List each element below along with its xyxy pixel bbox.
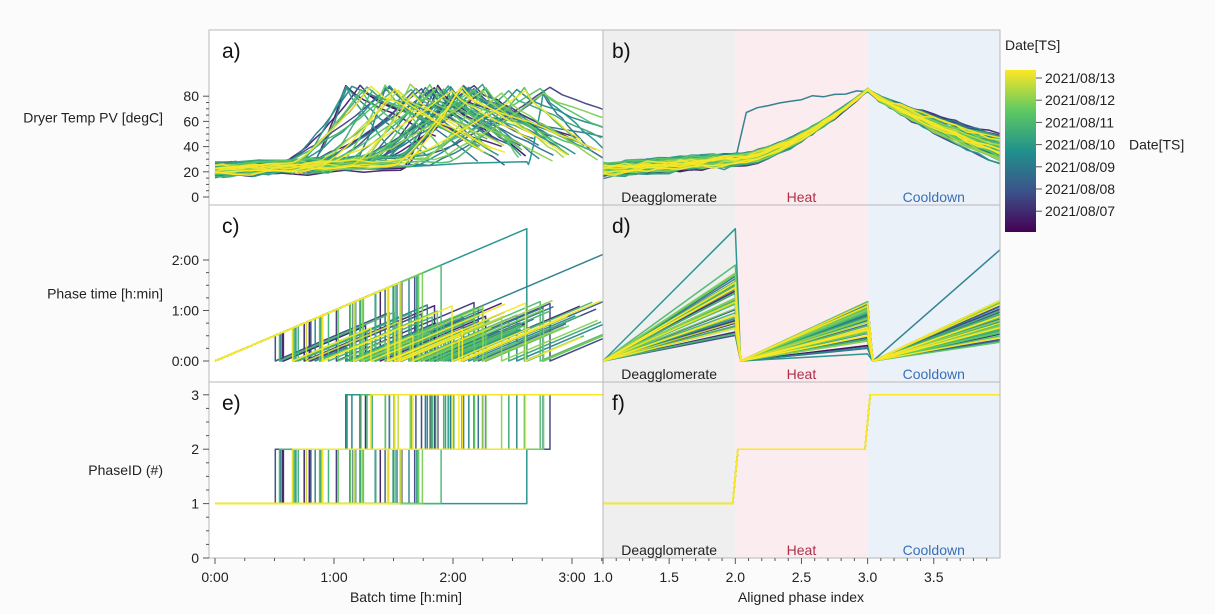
y-tick-label-phase_id: 2 <box>191 441 199 457</box>
panel-left-bg-0 <box>209 30 603 205</box>
colorbar: Date[TS] 2021/08/13 2021/08/12 2021/08/11 2… <box>1005 37 1184 232</box>
colorbar-title: Date[TS] <box>1005 37 1060 53</box>
y-tick-label-phase_id: 3 <box>191 387 199 403</box>
x-tick-label-left: 1:00 <box>320 569 347 585</box>
panel-d-series <box>603 227 1000 362</box>
series-line <box>214 86 523 173</box>
x-tick-label-right: 1.0 <box>593 569 613 585</box>
phase-label-deagglomerate: Deagglomerate <box>621 189 717 205</box>
colorbar-mid-label: Date[TS] <box>1129 137 1184 153</box>
x-tick-label-right: 3.0 <box>858 569 878 585</box>
y-tick-label-phase_id: 1 <box>191 496 199 512</box>
y-tick-label-phase_time: 1:00 <box>172 303 199 319</box>
series-line <box>214 90 531 171</box>
phase-label-heat: Heat <box>787 189 817 205</box>
y-tick-label-temp: 20 <box>183 164 199 180</box>
series-line <box>214 87 485 171</box>
series-line <box>214 287 568 362</box>
phase-band-deagglomerate-row2 <box>603 382 736 558</box>
series-layer <box>214 83 1000 505</box>
x-axis-label-left: Batch time [h:min] <box>350 589 462 605</box>
series-line <box>214 86 568 176</box>
panel-c-series <box>214 227 603 362</box>
series-line <box>215 394 603 505</box>
x-tick-label-right: 3.5 <box>924 569 944 585</box>
panel-frames <box>208 29 1001 559</box>
x-tick-label-right: 2.5 <box>792 569 812 585</box>
panel-label-left: c) <box>222 215 240 238</box>
x-axis-label-right: Aligned phase index <box>738 589 864 605</box>
series-line <box>603 88 1000 176</box>
colorbar-tick-label: 2021/08/10 <box>1045 137 1115 153</box>
series-line <box>603 88 1000 174</box>
panel-label-left: e) <box>222 392 241 415</box>
series-line <box>214 85 403 179</box>
y-tick-label-temp: 60 <box>183 113 199 129</box>
y-axis-label-temp: Dryer Temp PV [degC] <box>23 110 163 126</box>
phase-band-heat-row0 <box>735 30 868 205</box>
panel-label-right: d) <box>612 215 631 238</box>
phase-label-deagglomerate: Deagglomerate <box>621 366 717 382</box>
x-tick-label-right: 1.5 <box>659 569 679 585</box>
phase-band-heat-row2 <box>735 382 868 558</box>
y-tick-label-temp: 0 <box>191 189 199 205</box>
panel-label-right: f) <box>612 392 625 415</box>
colorbar-tick-label: 2021/08/07 <box>1045 203 1115 219</box>
outer-frame <box>208 29 1001 559</box>
series-line <box>603 287 1000 362</box>
series-line <box>214 92 603 170</box>
x-tick-label-right: 2.0 <box>726 569 746 585</box>
y-tick-label-temp: 40 <box>183 139 199 155</box>
x-tick-label-left: 0:00 <box>201 569 228 585</box>
y-tick-label-temp: 80 <box>183 88 199 104</box>
panel-a-series <box>214 83 603 179</box>
panel-f-series <box>603 394 1000 505</box>
colorbar-tick-label: 2021/08/12 <box>1045 92 1115 108</box>
phase-label-heat: Heat <box>787 366 817 382</box>
panel-label-right: b) <box>612 40 631 63</box>
series-line <box>603 281 1000 362</box>
phase-band-cooldown-row2 <box>867 382 1000 558</box>
series-line <box>214 89 582 169</box>
y-tick-label-phase_time: 2:00 <box>172 252 199 268</box>
phase-label-cooldown: Cooldown <box>903 542 965 558</box>
y-axis-label-phase_id: PhaseID (#) <box>88 462 163 478</box>
y-tick-label-phase_time: 0:00 <box>172 353 199 369</box>
panel-b-series <box>603 87 1000 180</box>
colorbar-gradient <box>1005 70 1036 232</box>
colorbar-tick-label: 2021/08/13 <box>1045 70 1115 86</box>
panel-label-left: a) <box>222 40 241 63</box>
series-line <box>214 88 602 174</box>
series-line <box>603 394 1000 505</box>
series-line <box>214 89 505 174</box>
colorbar-tick-label: 2021/08/08 <box>1045 181 1115 197</box>
y-tick-label-phase_id: 0 <box>191 550 199 566</box>
phase-label-cooldown: Cooldown <box>903 189 965 205</box>
x-tick-label-left: 3:00 <box>558 569 585 585</box>
series-line <box>603 89 1000 177</box>
phase-label-deagglomerate: Deagglomerate <box>621 542 717 558</box>
phase-label-cooldown: Cooldown <box>903 366 965 382</box>
colorbar-tick-label: 2021/08/11 <box>1045 114 1114 130</box>
x-tick-label-left: 2:00 <box>439 569 466 585</box>
phase-label-heat: Heat <box>787 542 817 558</box>
colorbar-tick-label: 2021/08/09 <box>1045 159 1115 175</box>
labels-layer: a) b) Deagglomerate Heat Cooldown c) d) Deagglo… <box>222 40 965 558</box>
y-axis-label-phase_time: Phase time [h:min] <box>47 286 163 302</box>
panel-backgrounds <box>209 30 1000 558</box>
series-line <box>214 88 520 167</box>
panel-e-series <box>215 394 603 505</box>
